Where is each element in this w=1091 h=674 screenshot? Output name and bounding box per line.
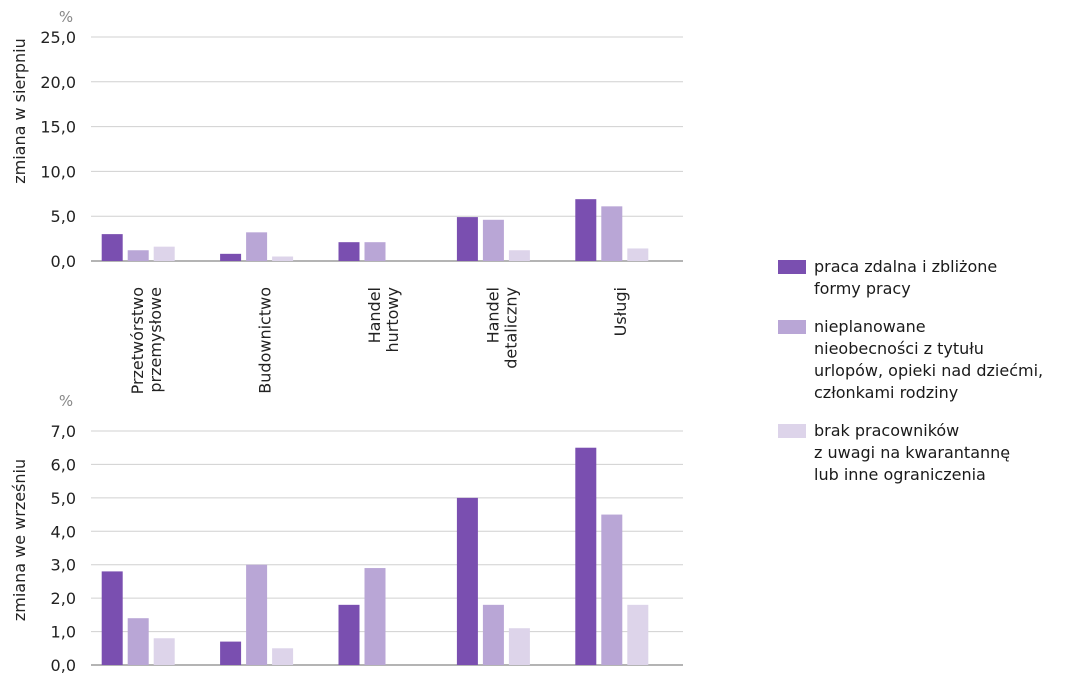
august-bar: [508, 250, 530, 261]
august-bar: [101, 234, 123, 261]
august-ytick-label: 0,0: [51, 252, 76, 271]
september-unit-label: %: [59, 392, 73, 410]
september-ytick-label: 2,0: [51, 589, 76, 608]
legend-item-absences: nieplanowane nieobecności z tytułu urlop…: [778, 316, 1088, 404]
september-bar: [246, 564, 268, 665]
legend-swatch-remote-work: [778, 260, 806, 274]
september-bar: [627, 604, 649, 665]
august-bar: [246, 232, 268, 261]
august-bar: [338, 242, 360, 261]
legend-label-absences: nieplanowane nieobecności z tytułu urlop…: [814, 317, 1044, 402]
september-ytick-label: 3,0: [51, 556, 76, 575]
category-label-line: Przetwórstwo: [128, 287, 147, 394]
category-label-line: Budownictwo: [256, 287, 275, 394]
september-ytick-label: 1,0: [51, 623, 76, 642]
september-ytick-label: 7,0: [51, 422, 76, 441]
august-bar: [220, 253, 242, 261]
august-bar: [272, 256, 294, 261]
category-label: Budownictwo: [256, 287, 275, 394]
category-label-line: Handel: [483, 287, 502, 343]
category-label: Przetwórstwoprzemysłowe: [128, 287, 165, 394]
september-ytick-label: 0,0: [51, 656, 76, 674]
legend-item-remote-work: praca zdalna i zbliżone formy pracy: [778, 256, 1088, 300]
september-bar: [153, 638, 175, 665]
september-bar: [482, 604, 504, 665]
category-label: Usługi: [611, 287, 630, 336]
august-ytick-label: 5,0: [51, 207, 76, 226]
august-bar: [482, 219, 504, 261]
august-ytick-label: 20,0: [40, 73, 76, 92]
september-ytick-label: 4,0: [51, 522, 76, 541]
september-ytick-label: 6,0: [51, 455, 76, 474]
august-ytick-label: 10,0: [40, 162, 76, 181]
september-bar: [601, 514, 623, 665]
september-bar: [364, 568, 386, 665]
august-bar: [575, 199, 597, 261]
september-bar: [338, 604, 360, 665]
september-bar: [127, 618, 149, 665]
legend: praca zdalna i zbliżone formy pracy niep…: [778, 256, 1088, 502]
august-ytick-label: 25,0: [40, 28, 76, 47]
august-y-axis-title: zmiana w sierpniu: [10, 38, 29, 184]
legend-swatch-absences: [778, 320, 806, 334]
september-bar: [101, 571, 123, 665]
september-bar: [220, 641, 242, 665]
category-label-line: przemysłowe: [146, 287, 165, 393]
september-bar: [272, 648, 294, 665]
category-label-line: hurtowy: [383, 287, 402, 352]
august-unit-label: %: [59, 8, 73, 26]
legend-item-quarantine: brak pracowników z uwagi na kwarantannę …: [778, 420, 1088, 486]
august-bar: [456, 217, 478, 261]
august-ytick-label: 15,0: [40, 118, 76, 137]
legend-label-quarantine: brak pracowników z uwagi na kwarantannę …: [814, 421, 1011, 484]
category-label-line: Usługi: [611, 287, 630, 336]
september-y-axis-title: zmiana we wrześniu: [10, 459, 29, 621]
legend-swatch-quarantine: [778, 424, 806, 438]
september-ytick-label: 5,0: [51, 489, 76, 508]
august-bar: [127, 250, 149, 261]
august-bar: [153, 246, 175, 261]
august-bar: [364, 242, 386, 261]
august-bar: [627, 248, 649, 261]
september-bar: [508, 628, 530, 665]
september-bar: [456, 497, 478, 665]
legend-label-remote-work: praca zdalna i zbliżone formy pracy: [814, 257, 998, 298]
category-label-line: detaliczny: [501, 287, 520, 369]
category-label: Handelhurtowy: [365, 287, 402, 352]
category-label-line: Handel: [365, 287, 384, 343]
august-bar: [601, 206, 623, 261]
september-bar: [575, 447, 597, 665]
category-label: Handeldetaliczny: [483, 287, 520, 369]
